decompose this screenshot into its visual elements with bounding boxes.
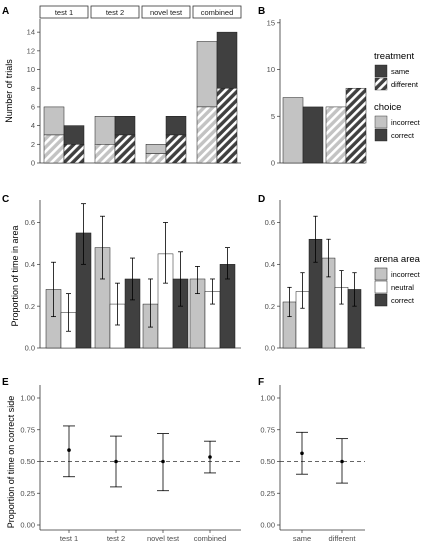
bar (282, 97, 304, 164)
panel-f-y-tick-label: 0.25 (260, 489, 275, 498)
legend-label-incorrect: incorrect (391, 118, 421, 127)
point-same (300, 451, 304, 456)
panel-d-y-tick-label: 0.4 (265, 260, 275, 269)
panel-e-y-tick-label: 0.25 (20, 489, 35, 498)
legend-label-same: same (391, 67, 409, 76)
legend-swatch-neutral (374, 280, 388, 294)
bar-different-segment (114, 134, 136, 164)
bar-different-segment (196, 106, 218, 164)
legend-label-different: different (391, 80, 419, 89)
facet-strip (192, 5, 242, 19)
panel-c-y-tick-label: 0.0 (25, 344, 35, 353)
bar-different-segment (145, 153, 167, 164)
panel-e-x-tick-label: test 2 (107, 534, 125, 543)
panel-e-y-label: Proportion of time on correct side (6, 396, 16, 529)
bar-different-segment (94, 144, 116, 164)
panel-b-y-tick-label: 15 (267, 18, 275, 27)
point-novel-test (161, 459, 165, 464)
facet-strip (39, 5, 89, 19)
legend-swatch-correct (374, 293, 388, 307)
bar-same-segment (43, 106, 65, 136)
panel-f-y-tick-label: 1.00 (260, 394, 275, 403)
panel-a-y-tick-label: 10 (27, 65, 35, 74)
facet-strip (90, 5, 140, 19)
bar-different-segment (63, 144, 85, 164)
bar-different-segment (165, 134, 187, 164)
bar-same-segment (145, 144, 167, 154)
panel-b-y-tick-label: 10 (267, 65, 275, 74)
panel-c-y-tick-label: 0.2 (25, 302, 35, 311)
facet-strip-label: test 1 (55, 8, 73, 17)
legend-swatch-correct (374, 128, 388, 142)
legend-swatch-incorrect (374, 267, 388, 281)
panel-a-y-tick-label: 4 (31, 121, 35, 130)
panel-e-y-tick-label: 0.50 (20, 457, 35, 466)
panel-b-y-tick-label: 5 (271, 112, 275, 121)
panel-label-d: D (258, 194, 265, 205)
panel-a-y-label: Number of trials (4, 59, 14, 123)
panel-d-y-tick-label: 0.0 (265, 344, 275, 353)
panel-label-a: A (2, 6, 9, 17)
legend-swatch-same (374, 64, 388, 78)
panel-f-y-tick-label: 0.75 (260, 425, 275, 434)
facet-strip-label: novel test (150, 8, 183, 17)
bar (325, 106, 347, 164)
point-test-1 (67, 448, 71, 452)
panel-label-e: E (2, 377, 9, 388)
panel-d-y-tick-label: 0.6 (265, 218, 275, 227)
bar-same-segment (114, 116, 136, 136)
point-combined (208, 455, 212, 459)
panel-d-y-tick-label: 0.2 (265, 302, 275, 311)
panel-a-y-tick-label: 14 (27, 28, 35, 37)
bar (302, 106, 324, 164)
panel-e-y-tick-label: 0.75 (20, 425, 35, 434)
legend-swatch-incorrect (374, 115, 388, 129)
panel-a-y-tick-label: 12 (27, 46, 35, 55)
legend-label-neutral: neutral (391, 283, 414, 292)
panel-c-y-tick-label: 0.4 (25, 260, 35, 269)
panel-a-y-tick-label: 0 (31, 159, 35, 168)
bar-different-segment (43, 134, 65, 164)
legend-treatment-title: treatment (374, 51, 414, 62)
point-test-2 (114, 459, 118, 464)
bar-different-segment (216, 87, 238, 164)
facet-strip-label: combined (201, 8, 234, 17)
panel-b-y-tick-label: 0 (271, 159, 275, 168)
panel-f-x-tick-label: same (293, 534, 311, 543)
panel-f-x-tick-label: different (329, 534, 357, 543)
legend-swatch-different (374, 77, 388, 91)
panel-a-y-tick-label: 2 (31, 140, 35, 149)
panel-label-f: F (258, 377, 264, 388)
bar-same-segment (216, 31, 238, 89)
bar (345, 87, 367, 164)
bar-same-segment (165, 116, 187, 136)
panel-label-c: C (2, 194, 9, 205)
legend-label-incorrect: incorrect (391, 270, 421, 279)
panel-c-y-label: Proportion of time in area (10, 225, 20, 326)
legend-label-correct: correct (391, 131, 415, 140)
facet-strip-label: test 2 (106, 8, 124, 17)
panel-a-y-tick-label: 8 (31, 84, 35, 93)
bar-same-segment (196, 41, 218, 108)
facet-strip (141, 5, 191, 19)
point-different (340, 459, 344, 464)
legend-choice-title: choice (374, 102, 401, 113)
panel-f-y-tick-label: 0.00 (260, 521, 275, 530)
panel-c-y-tick-label: 0.6 (25, 218, 35, 227)
panel-e-y-tick-label: 0.00 (20, 521, 35, 530)
bar-same-segment (63, 125, 85, 145)
panel-e-x-tick-label: combined (194, 534, 227, 543)
legend-arena-title: arena area (374, 254, 421, 265)
panel-e-x-tick-label: novel test (147, 534, 180, 543)
panel-e-y-tick-label: 1.00 (20, 394, 35, 403)
panel-e-x-tick-label: test 1 (60, 534, 78, 543)
panel-label-b: B (258, 6, 265, 17)
legend-label-correct: correct (391, 296, 415, 305)
panel-a-y-tick-label: 6 (31, 103, 35, 112)
bar-same-segment (94, 116, 116, 145)
panel-f-y-tick-label: 0.50 (260, 457, 275, 466)
